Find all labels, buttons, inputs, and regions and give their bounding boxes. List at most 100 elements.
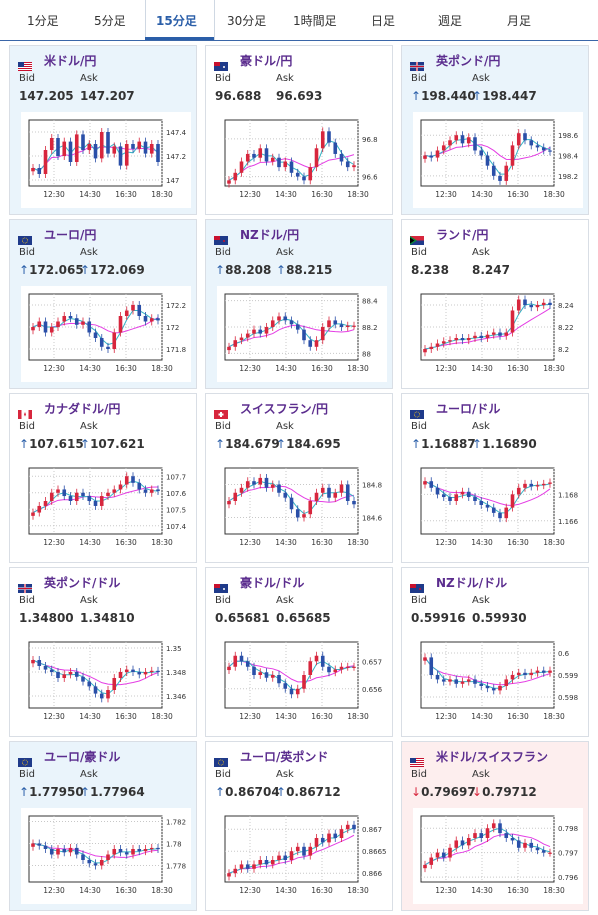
candle-body	[283, 492, 288, 498]
candle-body	[258, 860, 263, 865]
rate-card[interactable]: ユーロ/豪ドル Bid Ask ↑1.77950 ↑1.77964 12:30 14:30 1…	[9, 741, 197, 911]
pair-title[interactable]: スイスフラン/円	[240, 402, 329, 416]
candle-body	[68, 672, 73, 675]
candle-body	[49, 669, 54, 672]
candle-body	[454, 840, 459, 848]
bid-value: 172.065	[29, 263, 84, 277]
candle-body	[43, 666, 48, 670]
ask-value-group: ↑88.215	[276, 263, 332, 277]
pair-title[interactable]: 英ポンド/円	[436, 54, 501, 68]
tab-weekly[interactable]: 週足	[438, 14, 463, 28]
candle-body	[252, 481, 256, 485]
pair-title[interactable]: ユーロ/豪ドル	[44, 750, 121, 764]
candle-body	[43, 321, 48, 333]
x-tick-label: 16:30	[507, 712, 529, 721]
rate-card[interactable]: 米ドル/スイスフラン Bid Ask ↓0.79697 ↓0.79712 12:30 14:…	[401, 741, 589, 911]
price-chart[interactable]: 12:30 14:30 16:30 18:30 147.4 147.2 147	[21, 112, 191, 208]
candle-body	[37, 660, 42, 666]
candle-body	[245, 661, 250, 667]
candle-body	[227, 873, 231, 877]
chart-svg: 12:30 14:30 16:30 18:30 107.7 107.6 107.5 107.4	[28, 467, 187, 547]
rate-card[interactable]: ユーロ/英ポンド Bid Ask ↑0.86704 ↑0.86712 12:30 14:30…	[205, 741, 393, 911]
rate-card[interactable]: NZドル/円 Bid Ask ↑88.208 ↑88.215 12:30 14:30 16:3…	[205, 219, 393, 389]
pair-title[interactable]: NZドル/ドル	[436, 576, 508, 590]
rate-card[interactable]: スイスフラン/円 Bid Ask ↑184.679 ↑184.695 12:30 14:30…	[205, 393, 393, 563]
pair-title[interactable]: ランド/円	[436, 228, 489, 242]
tab-1min[interactable]: 1分足	[27, 14, 59, 28]
rate-card[interactable]: カナダドル/円 Bid Ask ↑107.615 ↑107.621 12:30 14:30 1…	[9, 393, 197, 563]
price-chart[interactable]: 12:30 14:30 16:30 18:30 0.798 0.797 0.796	[413, 808, 583, 904]
candle-body	[233, 655, 238, 667]
pair-title[interactable]: 米ドル/スイスフラン	[436, 750, 549, 764]
bid-label: Bid	[215, 247, 231, 258]
rate-card[interactable]: ランド/円 Bid Ask 8.238 8.247 12:30 14:30 16:30 18:3…	[401, 219, 589, 389]
tab-monthly[interactable]: 月足	[507, 14, 532, 28]
candle-body	[156, 489, 160, 492]
candle-body	[137, 305, 142, 316]
ask-value-group: 1.34810	[80, 611, 135, 625]
price-chart[interactable]: 12:30 14:30 16:30 18:30 8.24 8.22 8.2	[413, 286, 583, 382]
candle-body	[423, 155, 427, 159]
candle-body	[62, 849, 67, 853]
candle-body	[124, 669, 129, 672]
pair-title[interactable]: ユーロ/ドル	[436, 402, 501, 416]
price-chart[interactable]: 12:30 14:30 16:30 18:30 1.168 1.166	[413, 460, 583, 556]
price-chart[interactable]: 12:30 14:30 16:30 18:30 172.2 172 171.8	[21, 286, 191, 382]
candle-body	[137, 849, 142, 852]
pair-title[interactable]: 豪ドル/円	[240, 54, 293, 68]
x-tick-label: 18:30	[151, 538, 173, 547]
bid-value: 0.59916	[411, 611, 466, 625]
y-tick-label: 1.346	[166, 693, 187, 701]
bid-value-group: 1.34800	[19, 611, 74, 625]
pair-title[interactable]: NZドル/円	[240, 228, 300, 242]
ask-value-group: ↑0.86712	[276, 785, 341, 799]
candle-body	[62, 489, 67, 497]
candle-body	[131, 849, 135, 855]
tab-1hour[interactable]: 1時間足	[293, 14, 337, 28]
candle-body	[289, 320, 294, 325]
rate-card[interactable]: 英ポンド/ドル Bid Ask 1.34800 1.34810 12:30 14:30 16:…	[9, 567, 197, 737]
candle-body	[156, 144, 160, 162]
rate-card[interactable]: 英ポンド/円 Bid Ask ↑198.440 ↑198.447 12:30 14:30 16…	[401, 45, 589, 215]
rate-card[interactable]: ユーロ/ドル Bid Ask ↑1.16887 ↑1.16890 12:30 14:30 16…	[401, 393, 589, 563]
tab-5min[interactable]: 5分足	[94, 14, 126, 28]
price-chart[interactable]: 12:30 14:30 16:30 18:30 1.782 1.78 1.778	[21, 808, 191, 904]
y-tick-label: 198.4	[558, 153, 579, 161]
y-tick-label: 172.2	[166, 302, 186, 310]
tab-30min[interactable]: 30分足	[227, 14, 267, 28]
candle-body	[252, 153, 256, 158]
pair-title[interactable]: ユーロ/円	[44, 228, 97, 242]
candle-body	[548, 302, 552, 305]
rate-card[interactable]: 豪ドル/円 Bid Ask 96.688 96.693 12:30 14:30 16:30 18…	[205, 45, 393, 215]
rate-card[interactable]: ユーロ/円 Bid Ask ↑172.065 ↑172.069 12:30 14:30 16:…	[9, 219, 197, 389]
candle-body	[460, 135, 465, 144]
chart-svg: 12:30 14:30 16:30 18:30 1.35 1.348 1.346	[28, 641, 187, 721]
pair-title[interactable]: 英ポンド/ドル	[44, 576, 121, 590]
pair-title[interactable]: カナダドル/円	[44, 402, 121, 416]
price-chart[interactable]: 12:30 14:30 16:30 18:30 0.6 0.599 0.598	[413, 634, 583, 730]
pair-title[interactable]: 豪ドル/ドル	[240, 576, 305, 590]
price-chart[interactable]: 12:30 14:30 16:30 18:30 96.8 96.6	[217, 112, 387, 208]
tab-daily[interactable]: 日足	[371, 14, 396, 28]
price-chart[interactable]: 12:30 14:30 16:30 18:30 88.4 88.2 88	[217, 286, 387, 382]
bid-label: Bid	[19, 421, 35, 432]
x-tick-label: 14:30	[275, 538, 297, 547]
price-chart[interactable]: 12:30 14:30 16:30 18:30 0.867 0.8665 0.866	[217, 808, 387, 904]
price-chart[interactable]: 12:30 14:30 16:30 18:30 198.6 198.4 198.2	[413, 112, 583, 208]
candle-body	[339, 484, 344, 493]
pair-title[interactable]: 米ドル/円	[44, 54, 97, 68]
price-chart[interactable]: 12:30 14:30 16:30 18:30 184.8 184.6	[217, 460, 387, 556]
rate-card[interactable]: NZドル/ドル Bid Ask 0.59916 0.59930 12:30 14:30 16:…	[401, 567, 589, 737]
rate-card[interactable]: 米ドル/円 Bid Ask 147.205 147.207 12:30 14:30 16:30…	[9, 45, 197, 215]
ask-value-group: ↑198.447	[472, 89, 537, 103]
price-chart[interactable]: 12:30 14:30 16:30 18:30 107.7 107.6 107.5 107.4	[21, 460, 191, 556]
rate-card[interactable]: 豪ドル/ドル Bid Ask 0.65681 0.65685 12:30 14:30 16:3…	[205, 567, 393, 737]
candle-body	[56, 489, 60, 493]
tab-15min[interactable]: 15分足	[156, 14, 197, 28]
price-chart[interactable]: 12:30 14:30 16:30 18:30 1.35 1.348 1.346	[21, 634, 191, 730]
pair-title[interactable]: ユーロ/英ポンド	[240, 750, 329, 764]
y-tick-label: 88.4	[362, 298, 378, 306]
bid-value-group: ↑0.86704	[215, 785, 280, 799]
price-chart[interactable]: 12:30 14:30 16:30 18:30 0.657 0.656	[217, 634, 387, 730]
x-tick-label: 12:30	[239, 712, 261, 721]
